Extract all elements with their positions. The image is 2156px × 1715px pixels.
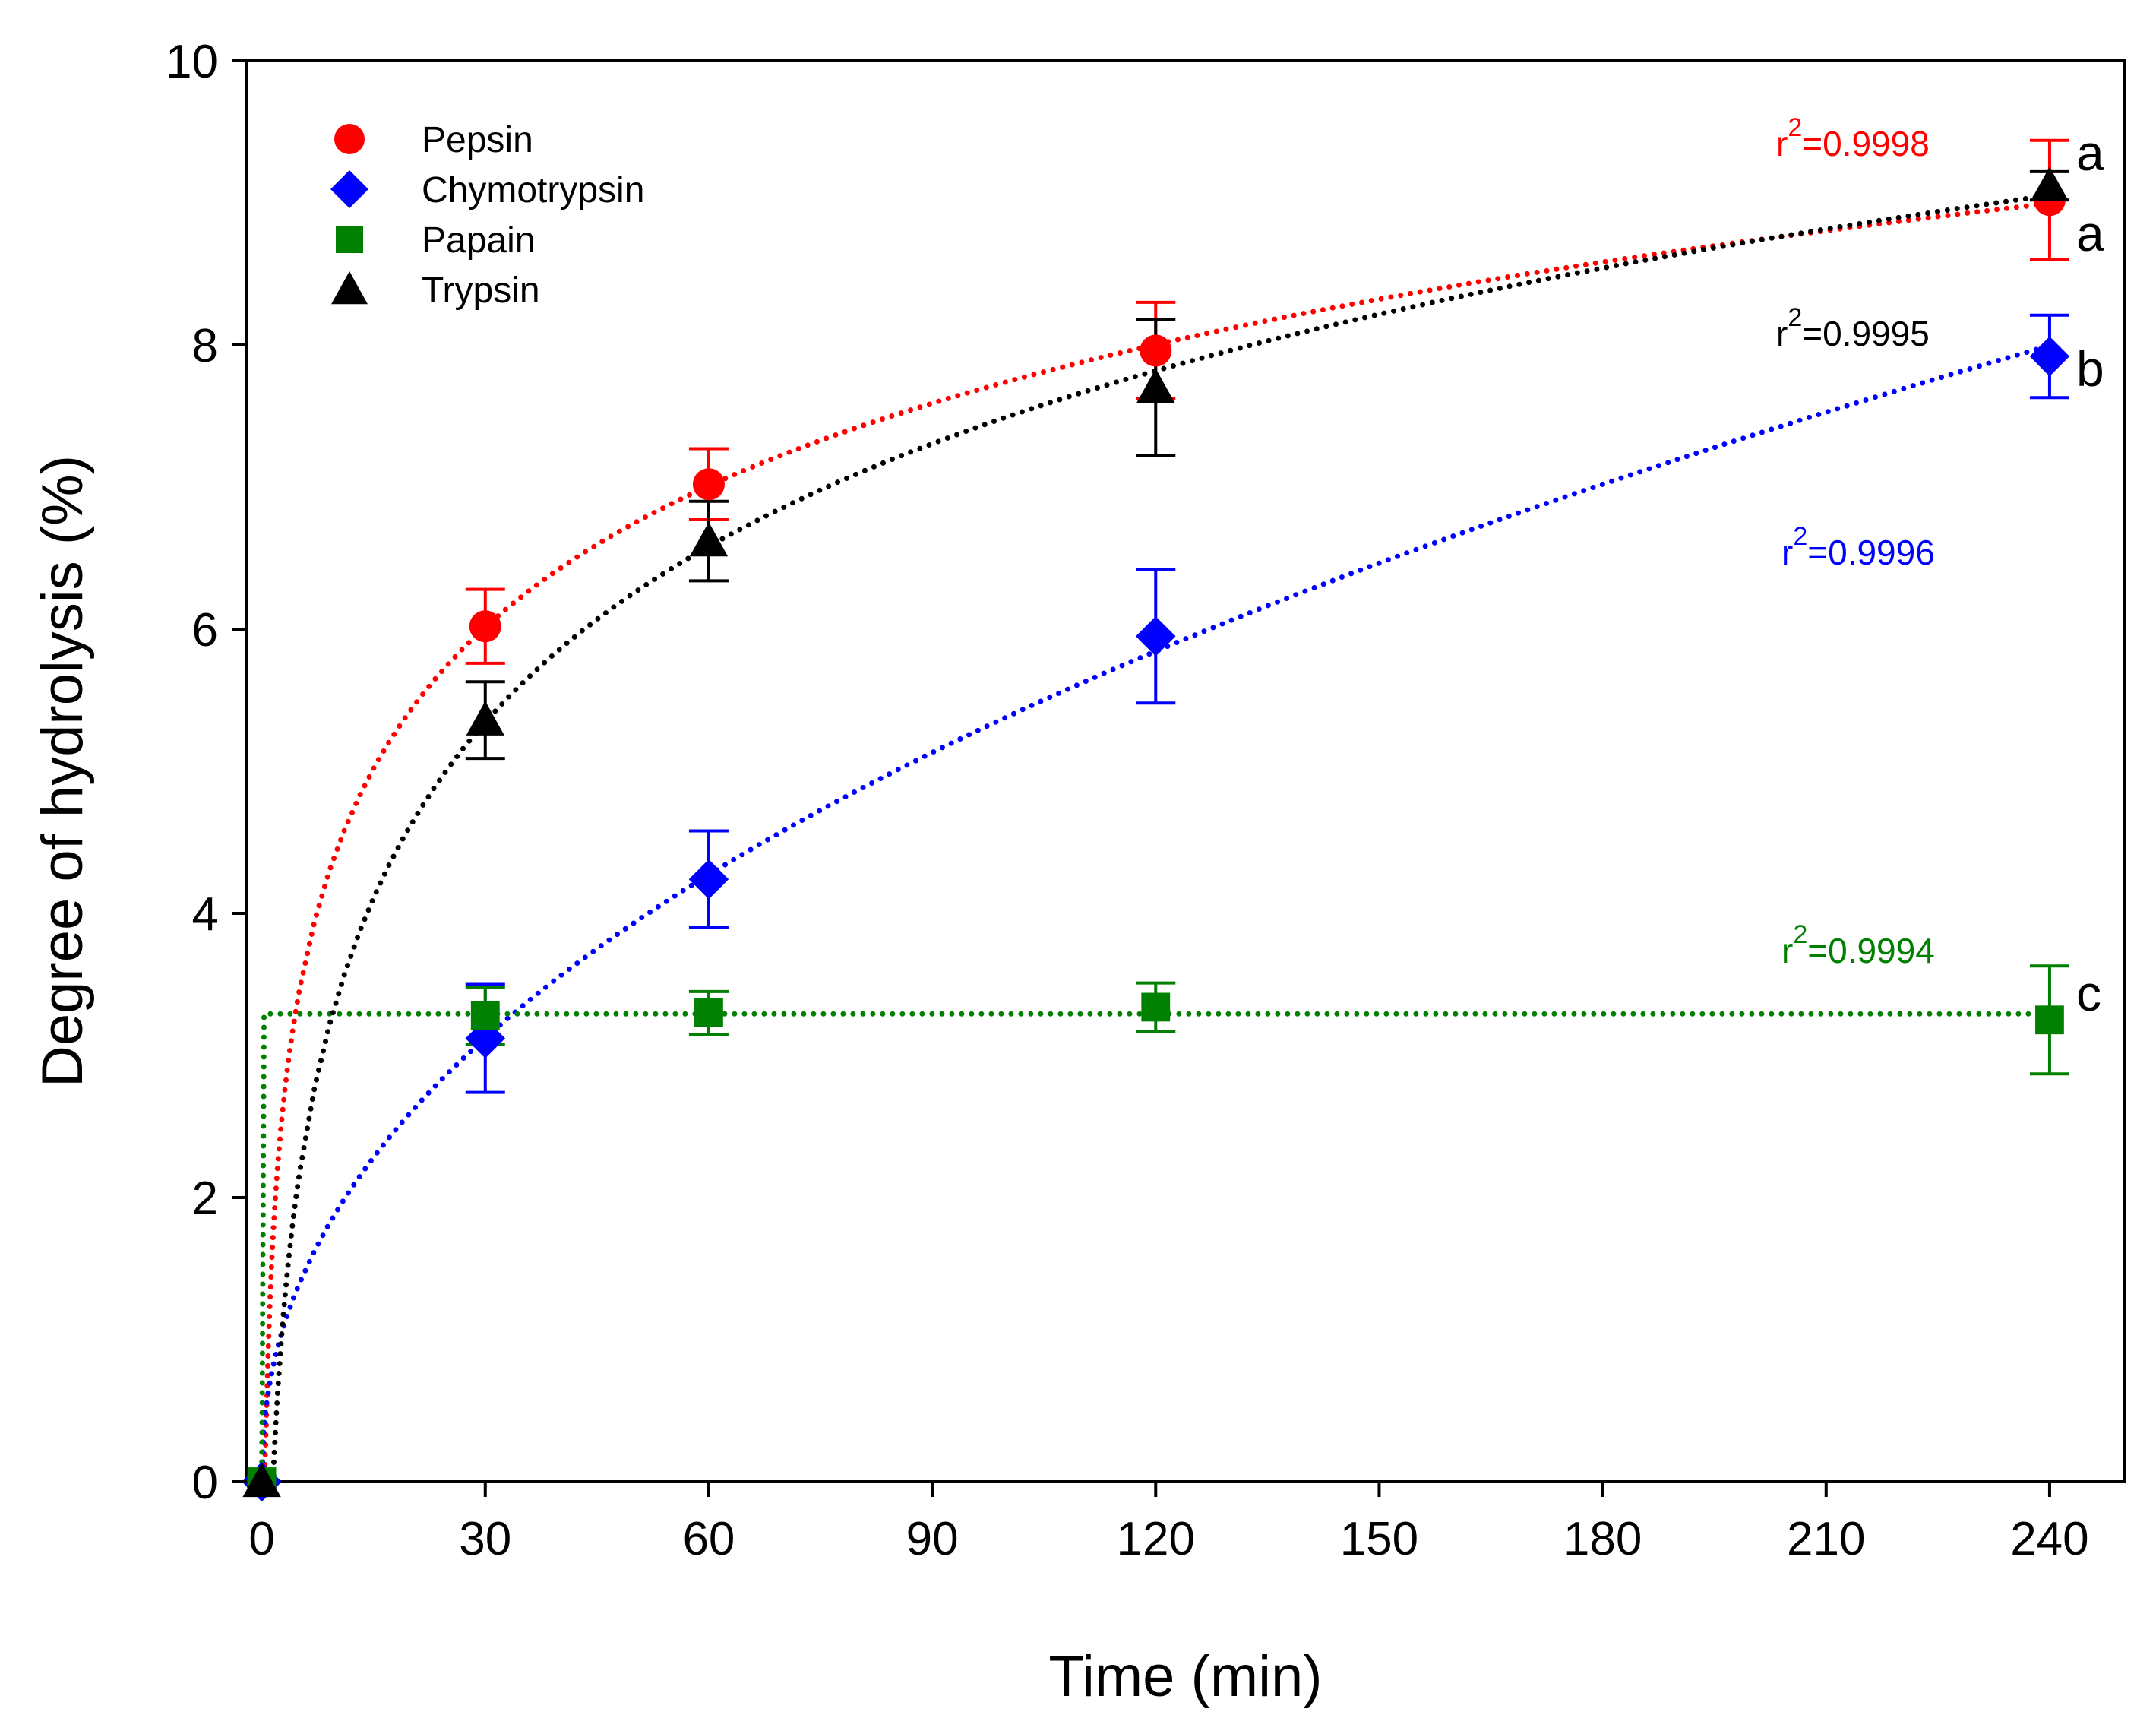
data-point-papain <box>1141 992 1171 1022</box>
legend-label-papain: Papain <box>422 220 535 261</box>
x-tick-label: 150 <box>1340 1513 1418 1565</box>
legend-label-pepsin: Pepsin <box>422 120 533 160</box>
y-tick-label: 2 <box>192 1172 218 1225</box>
annotations: r2=0.9998 r2=0.9996 r2=0.9994 r2=0.9995 a b c a <box>1776 113 2104 1021</box>
legend-marker-pepsin <box>334 124 365 154</box>
fit-curves <box>259 192 2053 1485</box>
y-tick-label: 8 <box>192 320 218 372</box>
fit-curve-trypsin <box>259 192 2053 1485</box>
data-point-papain <box>2035 1005 2064 1035</box>
significance-letter-chymotrypsin: b <box>2076 340 2104 397</box>
significance-letter-trypsin: a <box>2076 125 2104 181</box>
data-point-chymotrypsin <box>2029 336 2070 377</box>
data-point-papain <box>694 998 723 1027</box>
plot-area <box>245 59 2126 1483</box>
y-tick-label: 10 <box>166 36 218 88</box>
fit-curve-chymotrypsin <box>259 343 2053 1485</box>
legend-label-chymotrypsin: Chymotrypsin <box>422 170 644 210</box>
significance-letter-papain: c <box>2076 965 2101 1021</box>
data-point-chymotrypsin <box>688 859 729 900</box>
x-tick-label: 0 <box>248 1513 274 1565</box>
r2-label-papain: r2=0.9994 <box>1781 920 1935 970</box>
x-axis-title: Time (min) <box>1048 1644 1322 1709</box>
data-point-pepsin <box>692 468 725 501</box>
data-point-chymotrypsin <box>1136 616 1176 657</box>
y-axis-title: Degree of hydrolysis (%) <box>30 455 95 1087</box>
r2-label-trypsin: r2=0.9995 <box>1776 303 1930 353</box>
legend-label-trypsin: Trypsin <box>422 271 540 311</box>
x-tick-label: 90 <box>906 1513 959 1565</box>
data-point-trypsin <box>689 521 729 557</box>
x-tick-label: 180 <box>1563 1513 1642 1565</box>
significance-letter-pepsin: a <box>2076 205 2104 261</box>
axes: 0 30 60 90 120 150 180 210 240 0 2 4 6 8 10 Time (min) D… <box>30 36 2089 1709</box>
r2-label-chymotrypsin: r2=0.9996 <box>1781 522 1935 572</box>
y-tick-label: 0 <box>192 1457 218 1509</box>
legend-marker-chymotrypsin <box>330 170 368 208</box>
data-point-pepsin <box>469 610 501 643</box>
y-tick-label: 4 <box>192 888 218 941</box>
data-point-trypsin <box>1136 368 1175 403</box>
x-tick-label: 30 <box>459 1513 511 1565</box>
data-point-trypsin <box>242 1462 281 1498</box>
legend-marker-papain <box>336 226 363 253</box>
data-point-pepsin <box>1140 334 1172 367</box>
fit-curve-papain <box>259 1011 2053 1485</box>
x-tick-label: 210 <box>1787 1513 1865 1565</box>
data-point-trypsin <box>2030 166 2069 201</box>
data-point-trypsin <box>466 701 504 736</box>
x-tick-label: 240 <box>2010 1513 2088 1565</box>
legend-marker-trypsin <box>331 271 368 305</box>
legend: Pepsin Chymotrypsin Papain Trypsin <box>330 120 644 311</box>
data-point-papain <box>470 1001 500 1030</box>
r2-label-pepsin: r2=0.9998 <box>1776 113 1930 163</box>
x-tick-label: 120 <box>1117 1513 1195 1565</box>
y-tick-label: 6 <box>192 604 218 657</box>
fit-curve-pepsin <box>259 201 2053 1485</box>
data-markers <box>242 166 2070 1502</box>
x-tick-label: 60 <box>682 1513 735 1565</box>
